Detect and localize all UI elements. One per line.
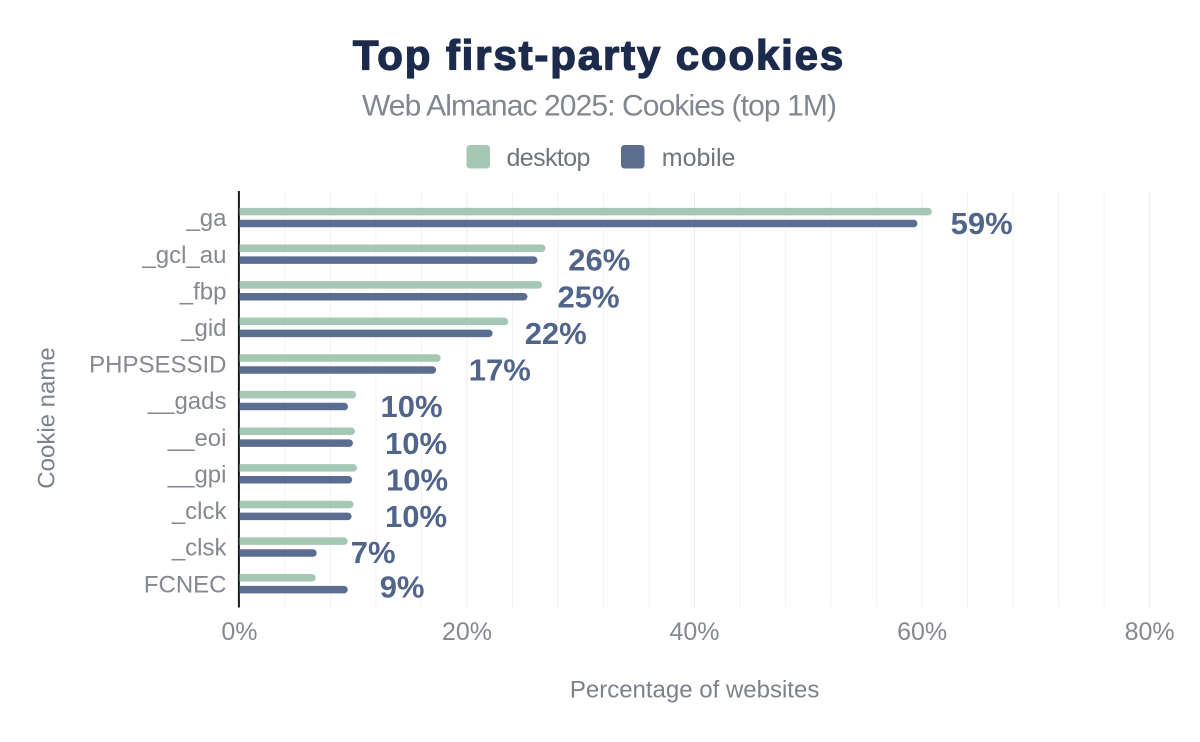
svg-text:10%: 10% [386,462,448,497]
svg-text:PHPSESSID: PHPSESSID [89,352,226,379]
svg-text:desktop: desktop [507,144,590,172]
svg-text:_clck: _clck [171,498,228,525]
svg-text:Top first-party cookies: Top first-party cookies [353,32,845,79]
svg-text:80%: 80% [1125,618,1175,646]
svg-text:10%: 10% [385,499,447,534]
svg-text:25%: 25% [558,279,620,314]
svg-text:_clsk: _clsk [171,535,228,562]
svg-text:7%: 7% [351,535,396,570]
svg-text:0%: 0% [221,618,257,646]
svg-text:26%: 26% [568,243,630,278]
svg-text:_gid: _gid [180,315,226,342]
svg-text:20%: 20% [442,618,492,646]
svg-text:__gads: __gads [147,388,227,415]
svg-text:mobile: mobile [662,144,736,172]
svg-text:_gcl_au: _gcl_au [141,242,226,269]
svg-text:_fbp: _fbp [179,278,227,305]
svg-text:40%: 40% [669,618,719,646]
svg-text:22%: 22% [525,316,587,351]
svg-text:59%: 59% [951,206,1013,241]
svg-text:17%: 17% [469,353,531,388]
svg-text:10%: 10% [385,426,447,461]
svg-text:Percentage of websites: Percentage of websites [570,677,819,704]
svg-text:60%: 60% [897,618,947,646]
svg-text:Web Almanac 2025: Cookies (top: Web Almanac 2025: Cookies (top 1M) [362,90,836,123]
svg-text:FCNEC: FCNEC [144,571,227,598]
svg-text:Cookie name: Cookie name [34,347,61,488]
svg-text:9%: 9% [380,570,425,605]
svg-text:__eoi: __eoi [167,425,227,452]
svg-text:10%: 10% [381,389,443,424]
svg-text:_ga: _ga [185,205,227,232]
svg-text:__gpi: __gpi [167,461,227,488]
